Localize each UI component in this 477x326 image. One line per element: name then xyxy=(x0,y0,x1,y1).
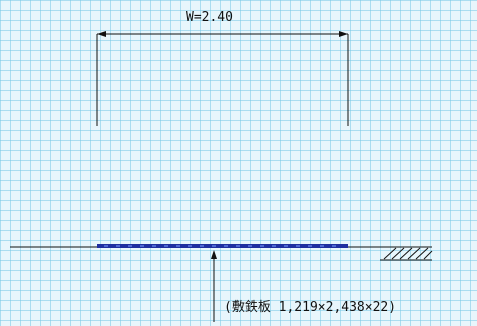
ground-hatch-icon xyxy=(380,247,433,261)
leader-arrow-icon xyxy=(211,250,217,322)
width-dimension-label: W=2.40 xyxy=(186,10,233,25)
dimension-arrow-right-icon xyxy=(339,31,348,37)
dimension-arrow-left-icon xyxy=(97,31,106,37)
steel-plate-note: (敷鉄板 1,219×2,438×22) xyxy=(224,300,397,315)
steel-plate xyxy=(97,244,348,248)
width-dimension-line xyxy=(96,33,349,126)
